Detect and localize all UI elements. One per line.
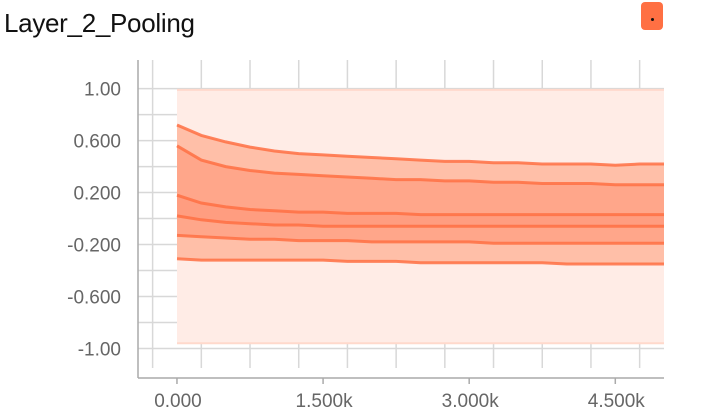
line-layer [176,88,664,345]
y-tick-label: 1.00 [84,80,121,101]
y-tick-label: -0.200 [67,236,121,257]
series-line-5 [176,233,664,245]
distribution-band-center [177,195,664,227]
series-line-2 [176,144,664,187]
chart-title: Layer_2_Pooling [4,8,195,38]
tick-layer: 1.00 0.600 0.200 -0.200 -0.600 -1.00 0.000 1.50… [67,80,645,412]
x-tick-label: 4.500k [588,391,646,412]
y-tick-label: 0.200 [73,184,121,205]
series-line-4 [176,214,664,228]
y-tick-label: -1.00 [78,340,121,361]
series-line-6 [176,257,664,266]
x-tick-label: 3.000k [442,391,500,412]
x-tick-label: 1.500k [296,391,354,412]
axis-layer [137,60,664,384]
x-tick-label: 0.000 [154,391,202,412]
series-line-1 [176,123,664,167]
y-tick-label: 0.600 [73,132,121,153]
y-tick-label: -0.600 [67,288,121,309]
badge-dot-icon [651,18,654,21]
run-color-badge[interactable] [641,2,663,30]
band-layer [177,89,664,344]
series-line-3 [176,193,664,217]
